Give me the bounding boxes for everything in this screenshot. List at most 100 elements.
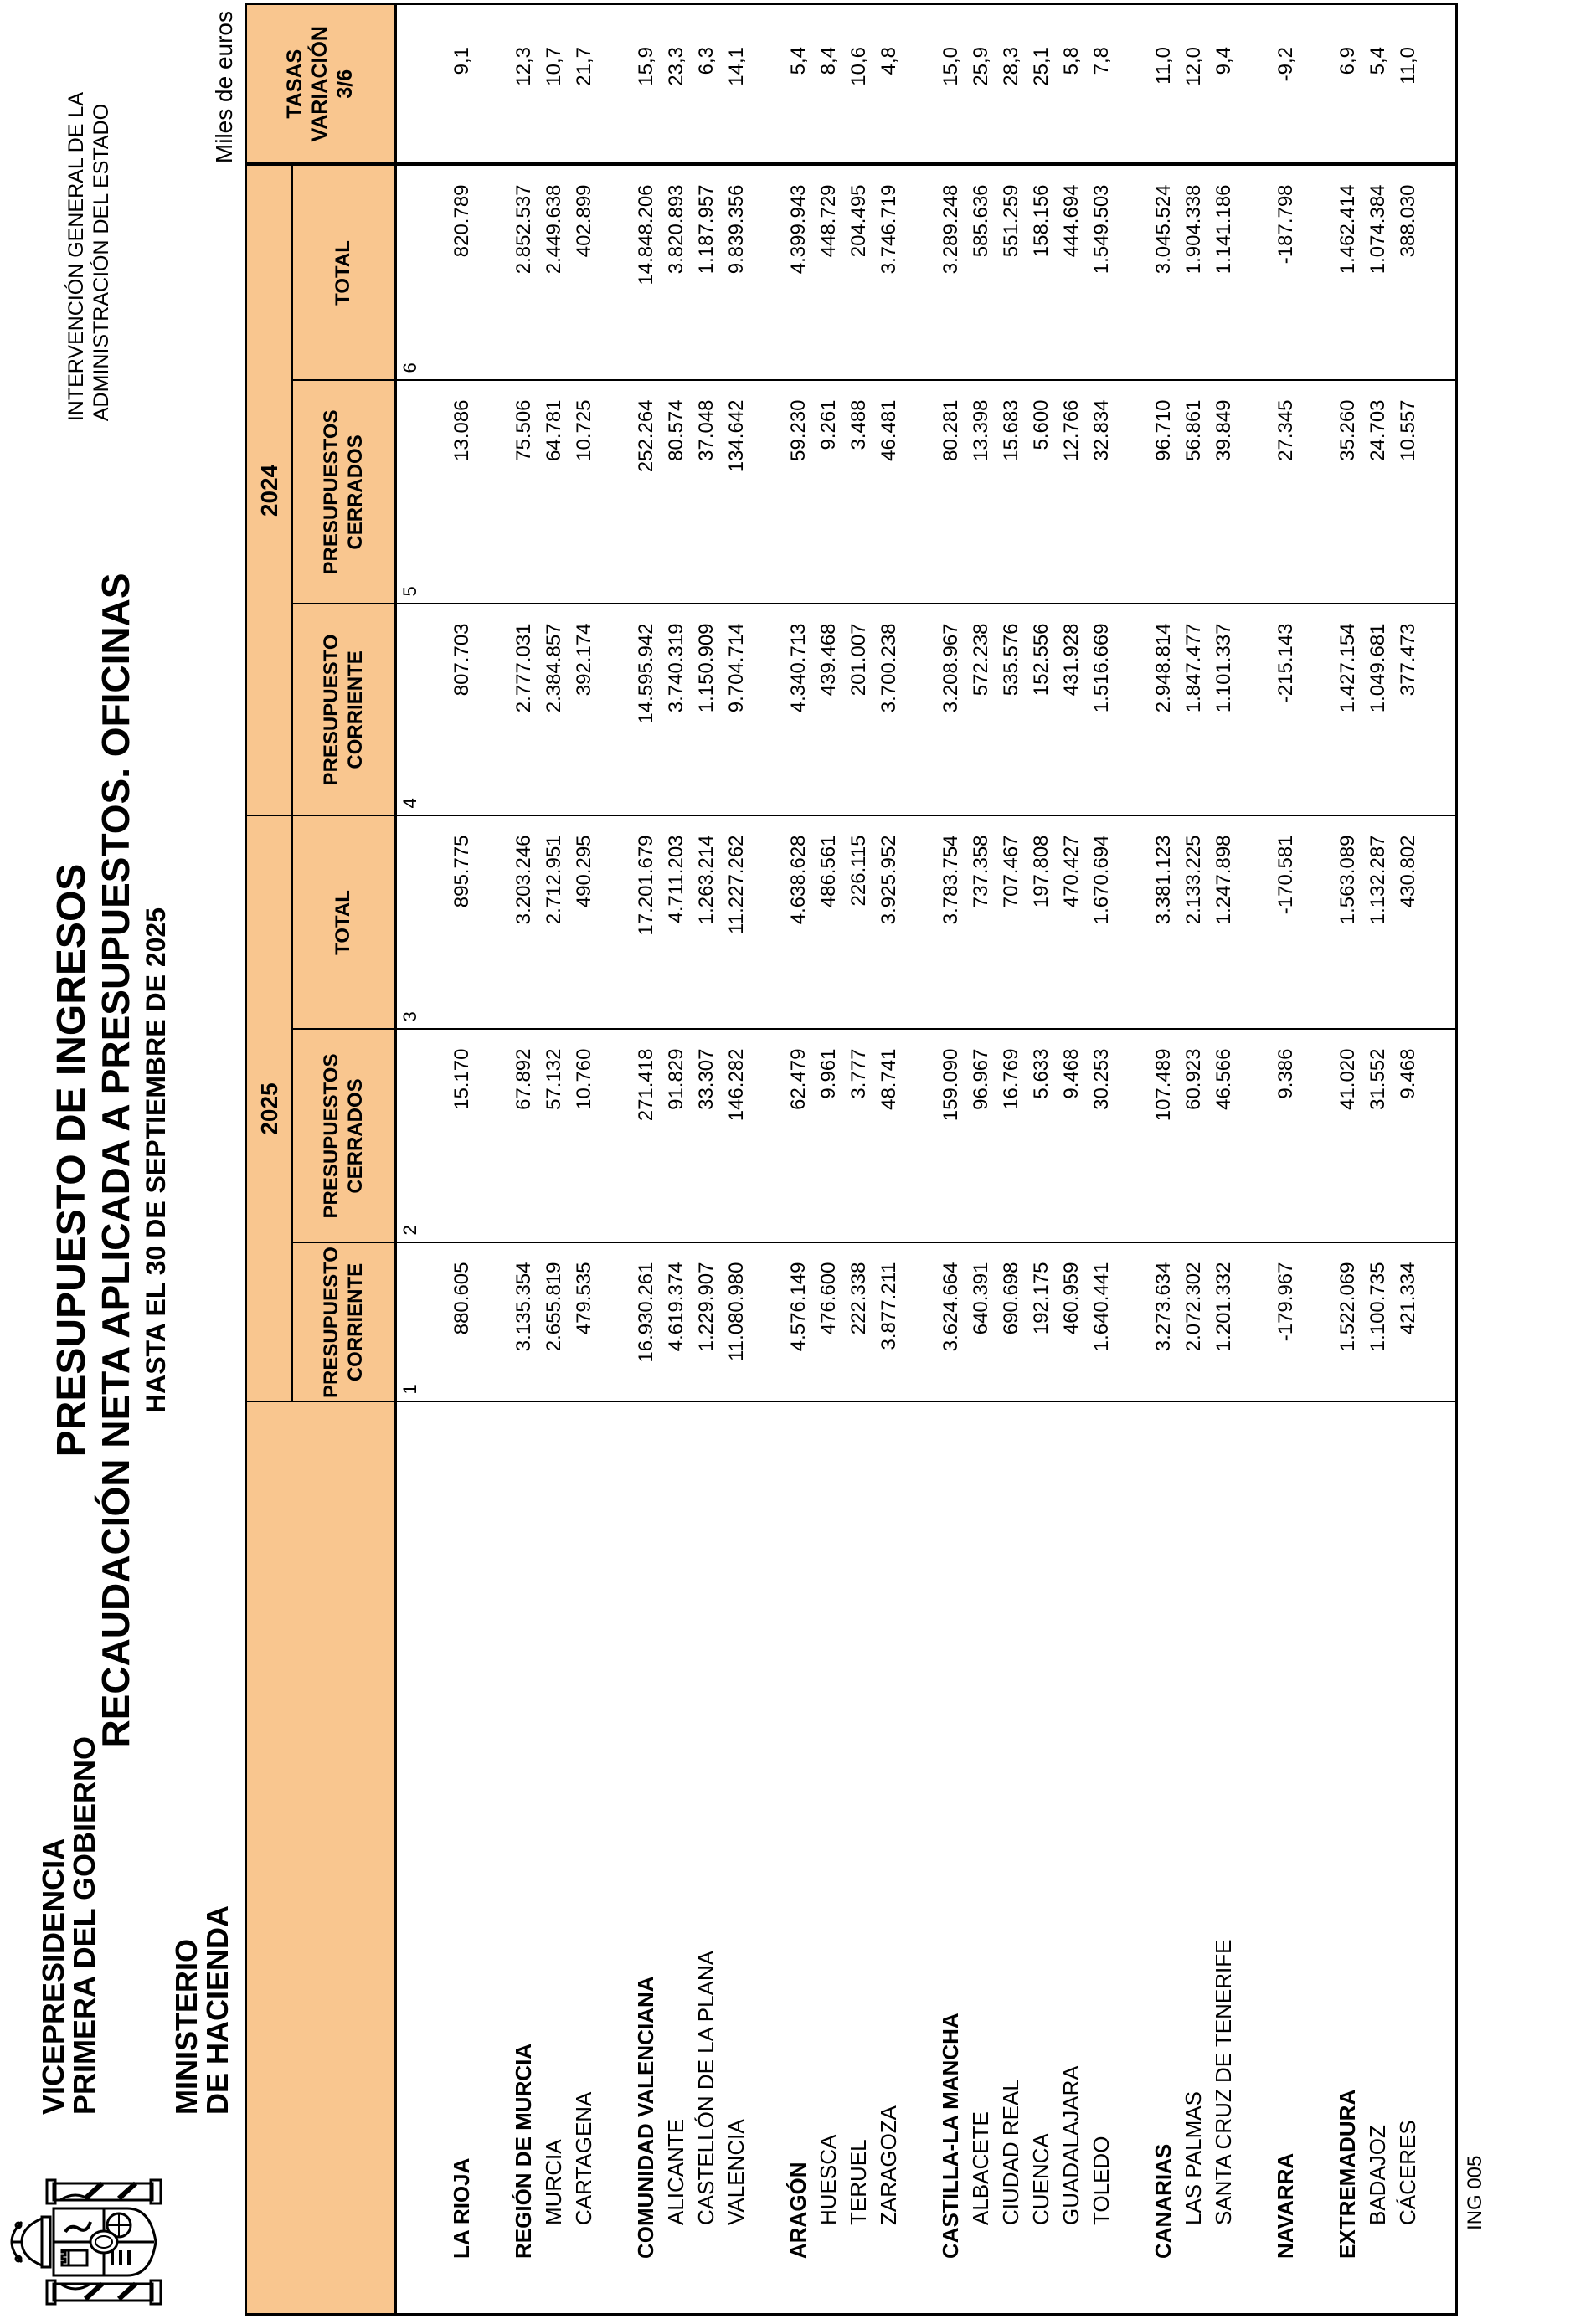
value-cell: 3.045.524: [1148, 164, 1179, 381]
budget-table: 2025 2024 TASAS VARIACIÓN 3/6 PRESUPUEST…: [245, 2, 1458, 2316]
column-number-3: 3: [394, 815, 427, 1030]
value-cell: 439.468: [813, 604, 844, 816]
tasa-cell: 4,8: [873, 3, 904, 165]
col-header-cerrados-2024: PRESUPUESTOS CERRADOS: [291, 380, 395, 604]
value-cell: 737.358: [965, 815, 996, 1030]
spacer-cell: [476, 3, 509, 165]
value-cell: 204.495: [843, 164, 874, 381]
value-cell: 96.967: [965, 1029, 996, 1243]
value-cell: 1.563.089: [1332, 815, 1363, 1030]
value-cell: 2.852.537: [508, 164, 539, 381]
spacer-cell: [476, 380, 509, 604]
value-cell: 30.253: [1086, 1029, 1117, 1243]
spacer-cell: [1238, 604, 1271, 816]
spacer-cell: [599, 380, 631, 604]
value-cell: 2.655.819: [538, 1242, 569, 1402]
col-header-corriente-2025: PRESUPUESTO CORRIENTE: [291, 1242, 395, 1402]
value-cell: 2.449.638: [538, 164, 569, 381]
value-cell: 444.694: [1056, 164, 1087, 381]
table-row: ARAGÓN 4.576.149 62.479 4.638.628 4.340.713 5…: [783, 3, 814, 2315]
tasa-cell: 5,4: [1362, 3, 1393, 165]
col-header-total-2025: TOTAL: [291, 815, 395, 1030]
value-cell: 2.133.225: [1178, 815, 1209, 1030]
tasa-cell: 8,4: [813, 3, 844, 165]
value-cell: 41.020: [1332, 1029, 1363, 1243]
value-cell: 75.506: [508, 380, 539, 604]
spacer-cell: [1238, 1242, 1271, 1402]
value-cell: 377.473: [1392, 604, 1423, 816]
spacer-cell: [1300, 604, 1333, 816]
value-cell: -170.581: [1270, 815, 1301, 1030]
spacer-cell: [1300, 164, 1333, 381]
value-cell: 1.847.477: [1178, 604, 1209, 816]
tasa-cell: 21,7: [569, 3, 600, 165]
row-label: CASTILLA-LA MANCHA: [935, 1401, 966, 2315]
value-cell: 1.263.214: [691, 815, 722, 1030]
tasa-cell: 10,6: [843, 3, 874, 165]
spacer-cell: [1116, 164, 1149, 381]
value-cell: 9.386: [1270, 1029, 1301, 1243]
spacer-cell: [1116, 604, 1149, 816]
table-body: 1 2 3 4 5 6 LA RIOJA 880.605 15.170 895.775…: [394, 3, 1457, 2315]
column-number-1: 1: [394, 1242, 427, 1402]
value-cell: 222.338: [843, 1242, 874, 1402]
spacer-cell: [751, 380, 784, 604]
value-cell: 2.712.951: [538, 815, 569, 1030]
value-cell: 9.961: [813, 1029, 844, 1243]
filler-cell: [1423, 380, 1457, 604]
column-number-6: 6: [394, 164, 427, 381]
table-row: ALBACETE 640.391 96.967 737.358 572.238 13.39…: [965, 3, 996, 2315]
title-line-1: PRESUPUESTO DE INGRESOS: [49, 863, 94, 1458]
crown-icon: [10, 2215, 52, 2269]
table-row: GUADALAJARA 460.959 9.468 470.427 431.928 12.…: [1056, 3, 1087, 2315]
spacer-cell: [599, 164, 631, 381]
row-label: ARAGÓN: [783, 1401, 814, 2315]
value-cell: 490.295: [569, 815, 600, 1030]
spacer-row: [476, 3, 509, 2315]
spacer-row: [1300, 3, 1333, 2315]
tasa-cell: 15,9: [631, 3, 661, 165]
spacer-cell: [1238, 164, 1271, 381]
row-label: CASTELLÓN DE LA PLANA: [691, 1401, 722, 2315]
value-cell: 5.633: [1026, 1029, 1057, 1243]
spacer-row: [1116, 3, 1149, 2315]
filler-cell: [1423, 3, 1457, 165]
row-label: ALICANTE: [661, 1401, 692, 2315]
value-cell: 4.340.713: [783, 604, 814, 816]
value-cell: 2.777.031: [508, 604, 539, 816]
row-label: ZARAGOZA: [873, 1401, 904, 2315]
spacer-cell: [751, 1242, 784, 1402]
tasa-cell: 7,8: [1086, 3, 1117, 165]
value-cell: 1.100.735: [1362, 1242, 1393, 1402]
value-cell: 2.384.857: [538, 604, 569, 816]
spacer-cell: [1300, 1242, 1333, 1402]
value-cell: 33.307: [691, 1029, 722, 1243]
row-label: BADAJOZ: [1362, 1401, 1393, 2315]
tasa-cell: 11,0: [1148, 3, 1179, 165]
col-header-cerrados-2025: PRESUPUESTOS CERRADOS: [291, 1029, 395, 1243]
row-label: MURCIA: [538, 1401, 569, 2315]
spacer-cell: [1116, 1029, 1149, 1243]
value-cell: 820.789: [446, 164, 477, 381]
value-cell: 479.535: [569, 1242, 600, 1402]
value-cell: 39.849: [1208, 380, 1239, 604]
table-row: CUENCA 192.175 5.633 197.808 152.556 5.600 158…: [1026, 3, 1057, 2315]
value-cell: 80.281: [935, 380, 966, 604]
table-row: LA RIOJA 880.605 15.170 895.775 807.703 13.08…: [446, 3, 477, 2315]
row-label: GUADALAJARA: [1056, 1401, 1087, 2315]
spacer-cell: [1116, 3, 1149, 165]
value-cell: 271.418: [631, 1029, 661, 1243]
year-group-2024: 2024: [245, 164, 292, 816]
value-cell: 1.670.694: [1086, 815, 1117, 1030]
spacer-cell: [599, 604, 631, 816]
spacer-cell: [1116, 380, 1149, 604]
col-header-total-2024: TOTAL: [291, 164, 395, 381]
value-cell: 486.561: [813, 815, 844, 1030]
spacer-cell: [1238, 815, 1271, 1030]
value-cell: 3.783.754: [935, 815, 966, 1030]
value-cell: 5.600: [1026, 380, 1057, 604]
value-cell: 16.930.261: [631, 1242, 661, 1402]
value-cell: 421.334: [1392, 1242, 1423, 1402]
tasa-cell: 11,0: [1392, 3, 1423, 165]
tasa-cell: 6,9: [1332, 3, 1363, 165]
